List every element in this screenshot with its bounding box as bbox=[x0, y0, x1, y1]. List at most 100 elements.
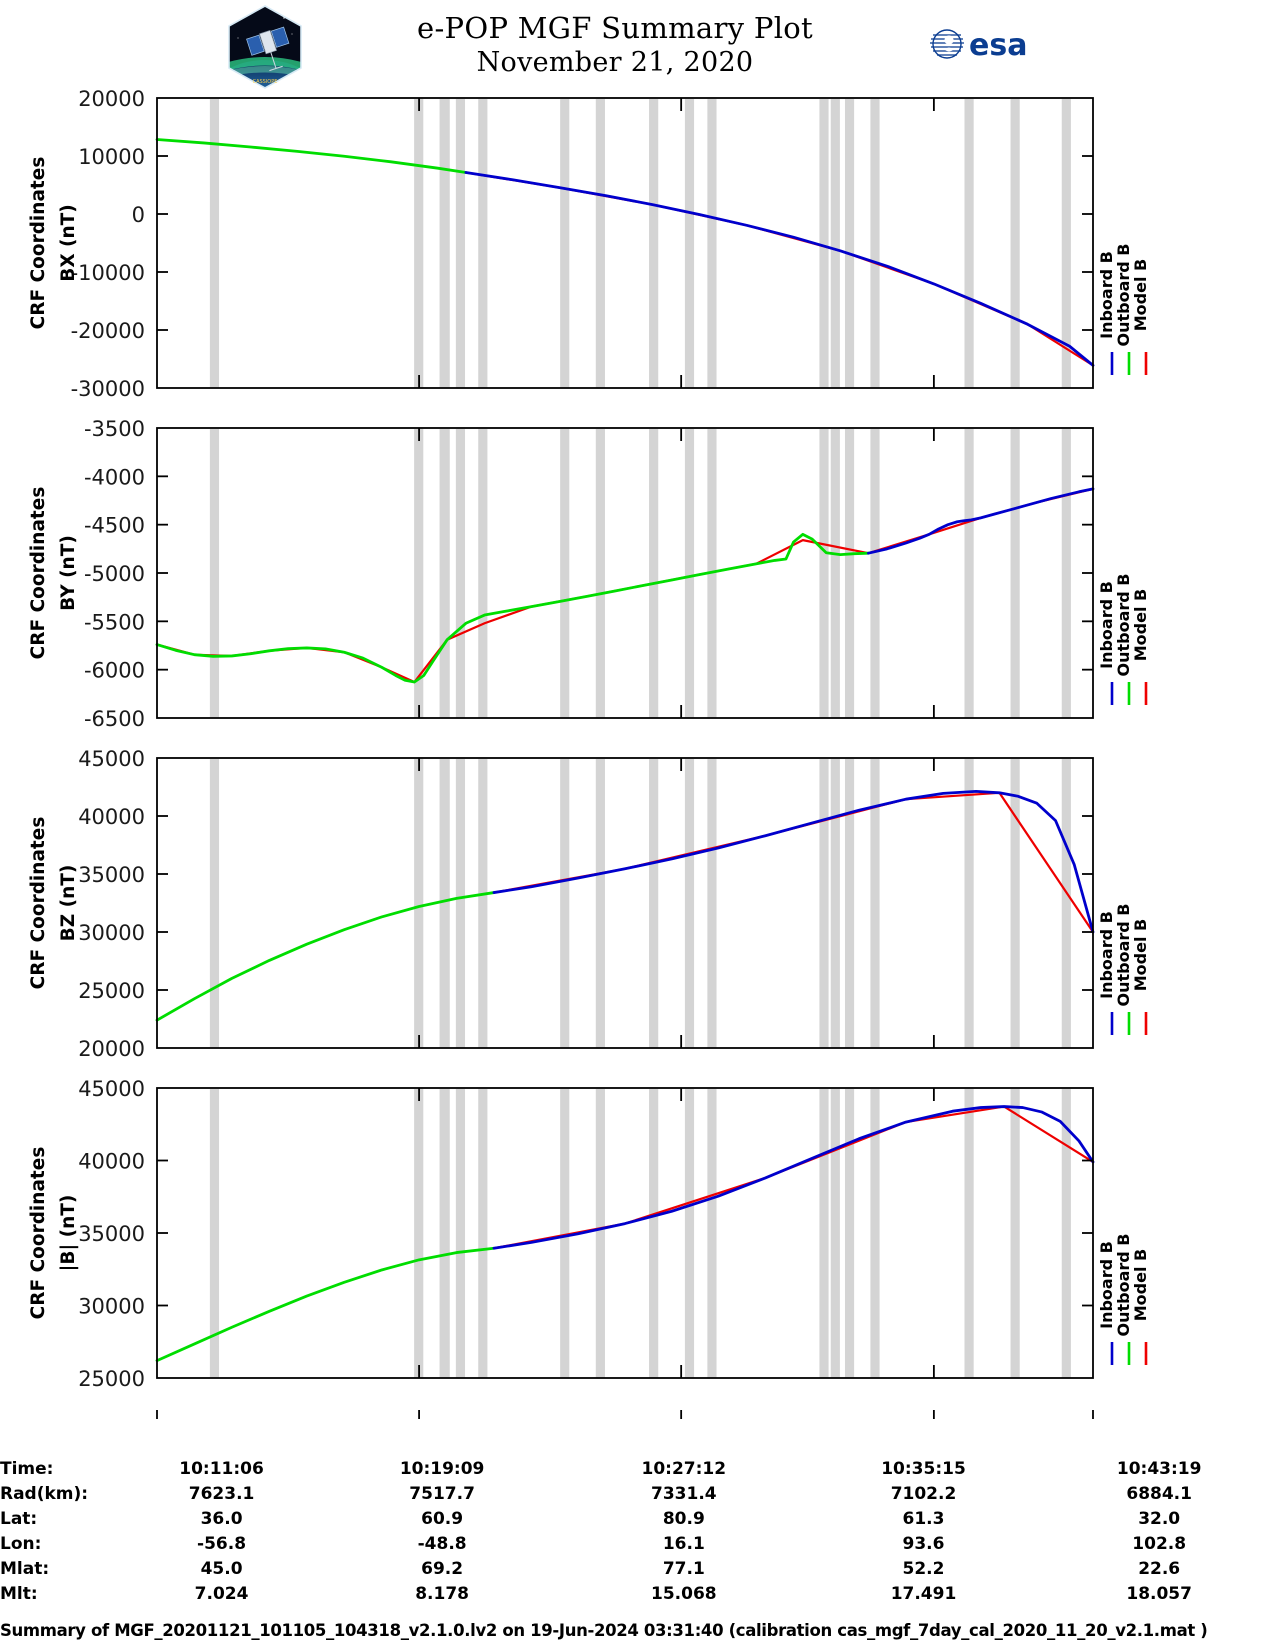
y-tick-label: -3500 bbox=[84, 420, 145, 441]
y-tick-label: -4000 bbox=[84, 465, 145, 489]
y-tick-label: -30000 bbox=[71, 377, 145, 401]
y-axis-title-coord-system: CRF Coordinates bbox=[28, 1147, 49, 1320]
esa-logo-text: esa bbox=[969, 28, 1027, 63]
ephemeris-value: 45.0 bbox=[200, 1558, 243, 1579]
legend-label-inboard-b: Inboard B bbox=[1097, 911, 1116, 999]
plot-frame bbox=[156, 757, 1094, 1049]
y-tick-label: 0 bbox=[132, 203, 145, 227]
legend-label-outboard-b: Outboard B bbox=[1114, 574, 1133, 677]
ephemeris-row-label: Lat: bbox=[0, 1508, 38, 1529]
ephemeris-value: 7102.2 bbox=[890, 1483, 957, 1504]
y-tick-label: -5500 bbox=[84, 610, 145, 634]
page-header: CASSIOPE e-POP MGF Summary Plot November… bbox=[0, 0, 1275, 90]
ephemeris-row: Mlat: 45.0 69.2 77.1 52.2 22.6 bbox=[0, 1556, 1275, 1581]
legend-label-outboard-b: Outboard B bbox=[1114, 904, 1133, 1007]
page-title: e-POP MGF Summary Plot November 21, 2020 bbox=[330, 10, 900, 80]
legend-label-inboard-b: Inboard B bbox=[1097, 1241, 1116, 1329]
ephemeris-value: 60.9 bbox=[421, 1508, 464, 1529]
y-tick-label: -20000 bbox=[71, 319, 145, 343]
legend-label-model-b: Model B bbox=[1131, 589, 1150, 661]
y-tick-label: 30000 bbox=[78, 1295, 145, 1319]
ephemeris-row-label: Lon: bbox=[0, 1533, 42, 1554]
data-gap-shading bbox=[209, 1089, 1071, 1378]
ephemeris-value: 10:27:12 bbox=[641, 1458, 727, 1479]
ephemeris-value: 7.024 bbox=[194, 1583, 249, 1604]
series-line-inboard-b bbox=[464, 171, 1095, 367]
series-line-inboard-b bbox=[492, 1105, 1095, 1250]
series-line-outboard-b bbox=[155, 138, 468, 174]
ephemeris-value: 77.1 bbox=[662, 1558, 705, 1579]
ephemeris-row-label: Time: bbox=[0, 1458, 54, 1479]
ephemeris-value: 22.6 bbox=[1138, 1558, 1181, 1579]
ephemeris-value: 52.2 bbox=[902, 1558, 945, 1579]
series-line-model-b bbox=[492, 1105, 1095, 1250]
footer-provenance-text: Summary of MGF_20201121_101105_104318_v2… bbox=[0, 1621, 1208, 1640]
ephemeris-row: Lon: -56.8 -48.8 16.1 93.6 102.8 bbox=[0, 1531, 1275, 1556]
plot-frame bbox=[156, 1087, 1094, 1379]
legend-label-outboard-b: Outboard B bbox=[1114, 1234, 1133, 1337]
ephemeris-row: Rad(km): 7623.1 7517.7 7331.4 7102.2 6884.1 bbox=[0, 1481, 1275, 1506]
y-axis-title-component: BY (nT) bbox=[58, 535, 79, 611]
legend-label-inboard-b: Inboard B bbox=[1097, 581, 1116, 669]
ephemeris-row-label: Mlat: bbox=[0, 1558, 50, 1579]
legend-label-inboard-b: Inboard B bbox=[1097, 251, 1116, 339]
y-tick-label: 20000 bbox=[78, 1037, 145, 1061]
cassiope-mission-logo-icon: CASSIOPE bbox=[222, 4, 308, 90]
panel-bz: 45000 40000 35000 30000 25000 20000 CRF Coordi… bbox=[0, 750, 1275, 1080]
series-line-outboard-b bbox=[155, 1246, 496, 1363]
series-line-model-b bbox=[155, 487, 1095, 684]
legend-label-outboard-b: Outboard B bbox=[1114, 244, 1133, 347]
ephemeris-value: 80.9 bbox=[662, 1508, 705, 1529]
ephemeris-value: 36.0 bbox=[200, 1508, 243, 1529]
panel-bx: 20000 10000 0 -10000 -20000 -30000 CRF Coordin… bbox=[0, 90, 1275, 420]
y-tick-label: -10000 bbox=[71, 261, 145, 285]
y-tick-label: 10000 bbox=[78, 145, 145, 169]
ephemeris-value: 16.1 bbox=[662, 1533, 705, 1554]
series-line-inboard-b bbox=[492, 790, 1095, 934]
ephemeris-value: 8.178 bbox=[415, 1583, 469, 1604]
plot-frame bbox=[156, 427, 1094, 719]
ephemeris-value: 10:11:06 bbox=[179, 1458, 264, 1479]
series-line-outboard-b bbox=[155, 891, 496, 1022]
ephemeris-value: -48.8 bbox=[417, 1533, 467, 1554]
ephemeris-row-label: Mlt: bbox=[0, 1583, 38, 1604]
data-gap-shading bbox=[209, 99, 1071, 388]
ephemeris-value: -56.8 bbox=[197, 1533, 247, 1554]
ephemeris-value: 32.0 bbox=[1138, 1508, 1181, 1529]
ephemeris-value: 7623.1 bbox=[188, 1483, 255, 1504]
y-axis-title-component: |B| (nT) bbox=[58, 1195, 79, 1272]
legend-label-model-b: Model B bbox=[1131, 259, 1150, 331]
title-main: e-POP MGF Summary Plot bbox=[417, 11, 813, 45]
ephemeris-value: 102.8 bbox=[1132, 1533, 1187, 1554]
y-tick-label: -6500 bbox=[84, 707, 145, 731]
title-date: November 21, 2020 bbox=[476, 47, 754, 78]
y-tick-label: 25000 bbox=[78, 979, 145, 1003]
ephemeris-value: 10:43:19 bbox=[1116, 1458, 1202, 1479]
ephemeris-value: 18.057 bbox=[1126, 1583, 1192, 1604]
panel-bt: 45000 40000 35000 30000 25000 CRF Coordinates… bbox=[0, 1080, 1275, 1410]
ephemeris-row: Time: 10:11:06 10:19:09 10:27:12 10:35:15 10:… bbox=[0, 1456, 1275, 1481]
y-tick-label: 30000 bbox=[78, 921, 145, 945]
y-tick-label: 35000 bbox=[78, 1222, 145, 1246]
plot-frame bbox=[156, 97, 1094, 389]
y-tick-label: 45000 bbox=[78, 1080, 145, 1101]
y-tick-label: 35000 bbox=[78, 863, 145, 887]
ephemeris-table: Time: 10:11:06 10:19:09 10:27:12 10:35:15 10:… bbox=[0, 1456, 1275, 1606]
ephemeris-row: Mlt: 7.024 8.178 15.068 17.491 18.057 bbox=[0, 1581, 1275, 1606]
ephemeris-value: 69.2 bbox=[421, 1558, 464, 1579]
y-axis-title-component: BX (nT) bbox=[58, 204, 79, 282]
ephemeris-value: 15.068 bbox=[651, 1583, 717, 1604]
y-tick-label: 45000 bbox=[78, 750, 145, 771]
series-line-model-b bbox=[492, 791, 1095, 934]
ephemeris-value: 17.491 bbox=[890, 1583, 957, 1604]
ephemeris-value: 7331.4 bbox=[651, 1483, 717, 1504]
y-tick-label: 40000 bbox=[78, 805, 145, 829]
mission-logo-caption: CASSIOPE bbox=[253, 79, 278, 85]
ephemeris-row-label: Rad(km): bbox=[0, 1483, 89, 1504]
data-gap-shading bbox=[209, 759, 1071, 1048]
ephemeris-row: Lat: 36.0 60.9 80.9 61.3 32.0 bbox=[0, 1506, 1275, 1531]
y-axis-title-coord-system: CRF Coordinates bbox=[28, 157, 49, 330]
series-line-outboard-b bbox=[155, 532, 870, 684]
y-tick-label: -6000 bbox=[84, 659, 145, 683]
x-axis-tick-row bbox=[0, 1410, 1275, 1434]
